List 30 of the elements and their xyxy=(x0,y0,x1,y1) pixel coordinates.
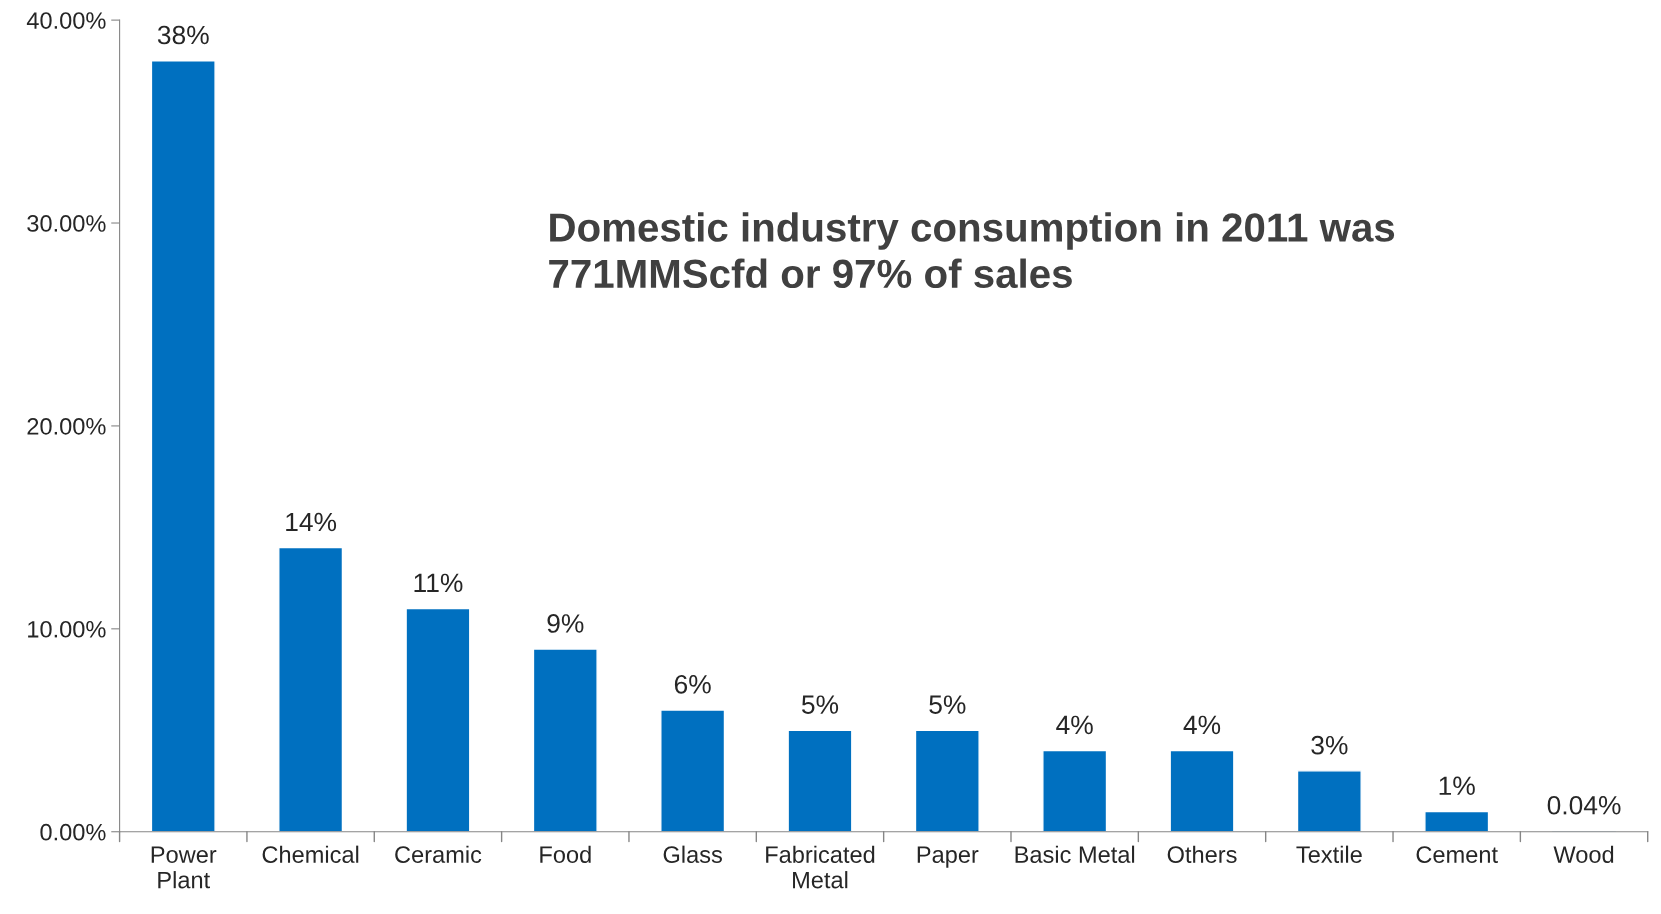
x-tick-label: Power Plant xyxy=(151,846,217,889)
x-tick-label: Food xyxy=(540,845,591,863)
y-tick-label: 0.00% xyxy=(40,823,106,841)
x-tick-label: Fabricated Metal xyxy=(766,845,875,889)
data-label: 14% xyxy=(286,512,337,532)
y-tick-label: 30.00% xyxy=(27,215,106,232)
x-tick-label: Wood xyxy=(1553,845,1614,863)
data-label: 4% xyxy=(1183,715,1221,735)
data-label: 6% xyxy=(674,674,711,694)
x-tick-label: Chemical xyxy=(262,845,359,863)
x-tick-label: Paper xyxy=(917,846,979,868)
data-label: 38% xyxy=(157,25,209,45)
x-tick-label: Basic Metal xyxy=(1015,845,1135,863)
x-tick-label: Others xyxy=(1167,845,1237,863)
data-label: 5% xyxy=(801,695,839,714)
data-label: 4% xyxy=(1056,715,1093,735)
y-tick-label: 10.00% xyxy=(28,620,106,638)
data-label: 11% xyxy=(414,573,463,593)
y-tick-label: 40.00% xyxy=(26,12,106,29)
data-label: 5% xyxy=(929,695,966,714)
x-tick-label: Glass xyxy=(663,845,722,863)
y-tick-label: 20.00% xyxy=(27,417,106,435)
x-tick-label: Textile xyxy=(1296,845,1362,863)
data-label: 0.04% xyxy=(1547,795,1621,815)
data-label: 9% xyxy=(547,614,584,633)
annotation: Domestic industry consumption in 2011 was 771MMScfd or 97% of sales xyxy=(549,212,1395,289)
x-tick-label: Cement xyxy=(1416,846,1498,863)
data-label: 3% xyxy=(1311,735,1348,755)
x-tick-label: Ceramic xyxy=(395,845,482,863)
data-label: 1% xyxy=(1439,776,1475,796)
